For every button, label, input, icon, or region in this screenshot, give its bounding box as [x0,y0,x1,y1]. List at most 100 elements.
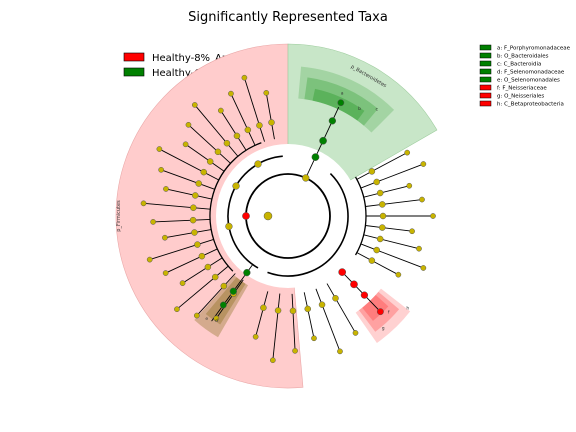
node-neutral [225,222,233,231]
node-d-leaf [219,301,227,309]
node-neutral [244,126,252,134]
branch-arc-proteo [267,173,349,277]
branch-leaf [255,291,269,337]
node-neutral [254,160,262,168]
taxa-legend-label: c: C_Bacteroidia [497,62,541,68]
branch-leaf [143,202,211,210]
node-leaf [163,186,169,192]
branch-leaf [363,185,410,198]
branch-arc-firmicutes [227,155,283,269]
node-leaf [430,213,436,219]
branch-leaf [159,148,220,181]
node-neutral [379,201,386,208]
node-neutral [379,224,386,231]
branch-leaf [215,279,244,319]
node-g [350,280,358,289]
branch-leaf [149,239,214,261]
branch-leaf [176,265,229,310]
node-neutral [373,178,380,186]
node-neutral [379,212,387,220]
taxa-legend-label: d: F_Selenomonadaceae [497,70,565,76]
taxa-legend-swatch [479,60,492,67]
node-leaf [162,270,169,276]
node-leaf [174,306,180,313]
node-neutral [263,211,273,221]
node-neutral [318,301,326,308]
branch-leaf [165,248,218,274]
node-leaf [213,315,220,322]
taxa-legend-swatch [479,84,492,91]
branch-leaf [303,292,315,339]
legend-swatch-control [123,67,145,77]
clade-letter-label: e [205,317,208,322]
node-neutral [189,216,197,224]
taxa-legend-label: e: O_Selenomonadales [497,78,560,84]
clade-letter-label: a [341,91,344,96]
node-leaf [156,146,163,152]
node-leaf [182,141,189,148]
taxa-legend-label: g: O_Neisseriales [497,94,544,100]
node-neutral [223,139,231,147]
node-neutral [256,122,263,129]
node-neutral [289,307,297,315]
node-neutral [206,158,214,165]
node-neutral [192,192,199,199]
node-neutral [204,263,212,271]
branch-leaf [196,273,236,316]
node-neutral [200,168,207,176]
node-leaf [146,256,153,263]
node-leaf [292,347,298,354]
branch-leaf [185,143,225,172]
node-neutral [233,132,241,140]
branch-leaf [165,188,212,200]
branch-leaf [164,229,212,239]
taxa-legend: a: F_Porphyromonadaceae b: O_Bacteroidale… [479,44,571,108]
branch-leaf [188,124,231,164]
node-neutral [332,295,339,302]
branch-leaf [365,225,413,232]
taxa-legend-label: h: C_Betaproteobacteria [497,102,564,108]
node-neutral [220,282,228,290]
branch-neisseriales [341,271,381,312]
node-leaf [241,74,248,81]
taxa-legend-swatch [479,100,492,107]
node-neutral [190,204,197,211]
clade-letter-label: g [382,326,385,331]
node-f [360,291,369,299]
node-leaf [150,219,156,225]
branch-leaf [360,163,424,189]
branch-leaf [230,93,256,146]
clade-highlight-f [362,294,389,321]
node-leaf [269,357,276,364]
node-neutral [368,168,376,175]
node-neutral [274,307,282,314]
branch-leaf [243,77,265,142]
node-neutral [191,229,198,236]
branch-leaf [194,104,239,157]
node-neutral [232,182,240,190]
node-leaf [311,335,317,342]
node-leaf [352,330,359,336]
node-leaf [409,228,415,235]
branch-leaf [160,169,215,190]
node-b [319,136,327,145]
node-leaf [337,348,343,355]
node-phylum-bacteroidetes [302,174,310,182]
node-leaf [420,161,427,167]
branch-leaf [272,293,281,361]
node-leaf [404,149,411,156]
node-leaf [420,265,427,271]
branch-leaf [356,152,408,180]
node-leaf [191,102,198,108]
taxa-legend-swatch [479,68,492,75]
node-neutral [268,119,275,126]
clade-letter-label: c [375,107,378,112]
chart-title: Significantly Represented Taxa [188,10,388,25]
node-neutral [195,180,202,187]
cladogram-branches [143,77,433,361]
branch-leaf [265,92,275,140]
branch-arc-clostridia [209,142,262,272]
node-neutral [214,148,222,156]
node-neutral [376,235,384,243]
